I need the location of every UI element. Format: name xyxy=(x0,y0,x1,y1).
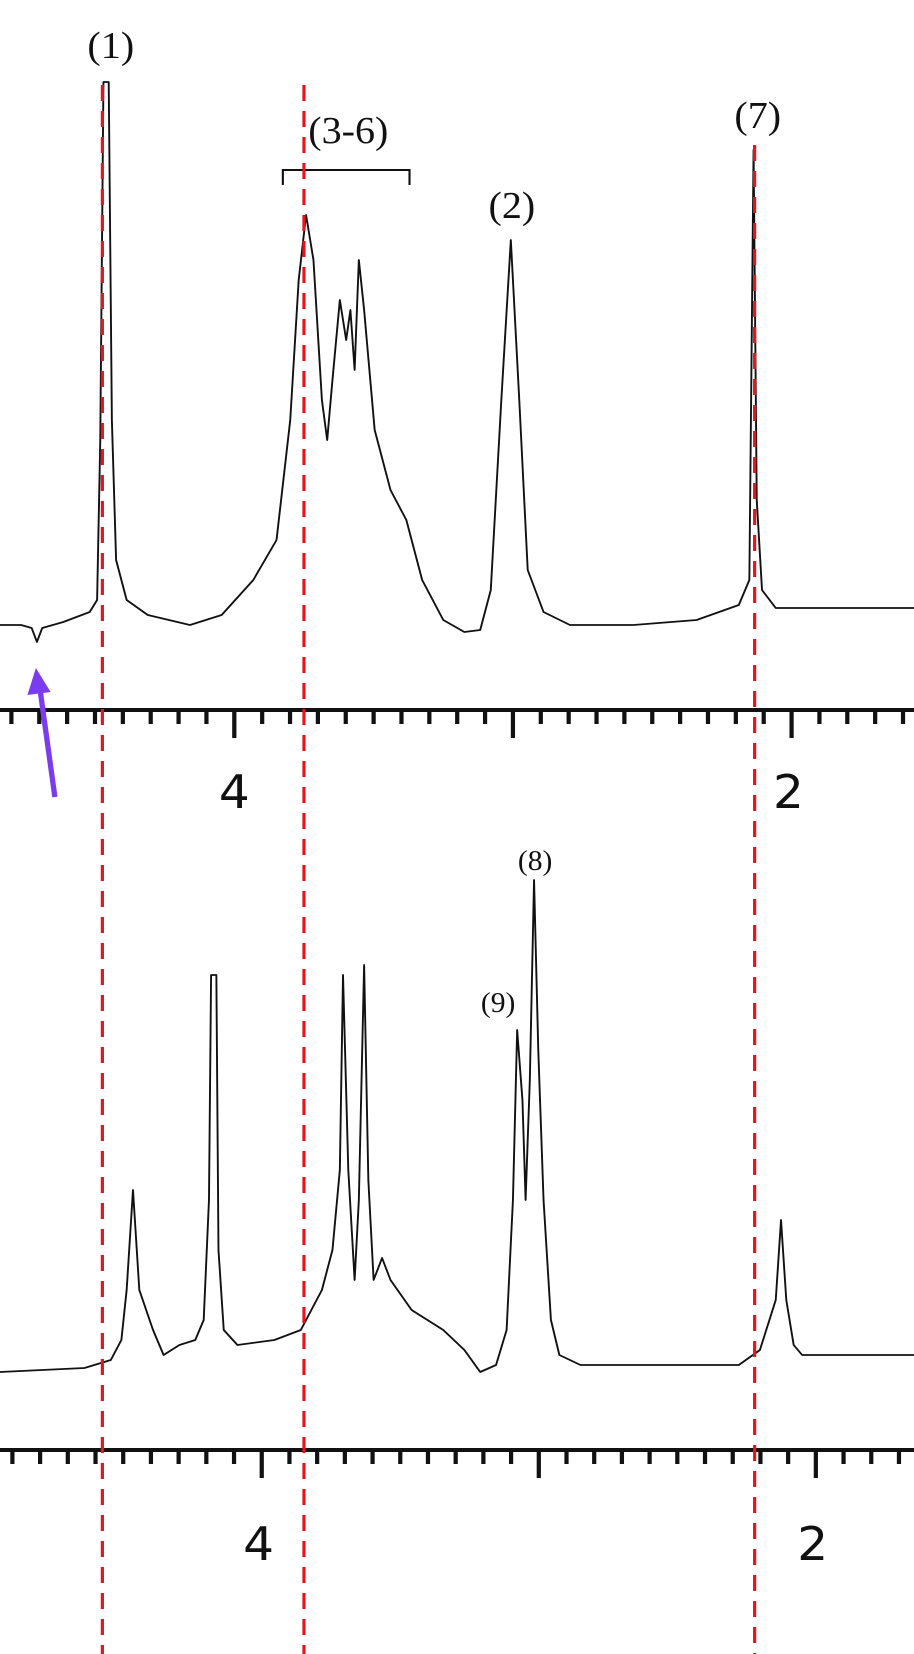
axis-label: 4 xyxy=(219,766,250,819)
tick-marks xyxy=(10,1450,902,1478)
peak-label: (8) xyxy=(518,846,552,877)
axis-label: 4 xyxy=(243,1518,274,1571)
axis-label: 2 xyxy=(773,766,804,819)
top-spectrum-trace xyxy=(0,81,914,643)
peak-label: (1) xyxy=(87,25,134,67)
peak-label: (3-6) xyxy=(308,110,388,152)
peak-label: (2) xyxy=(489,185,536,227)
tick-marks xyxy=(9,710,906,738)
axis-label: 2 xyxy=(797,1518,828,1571)
peak-label: (7) xyxy=(734,95,781,137)
peak-label: (9) xyxy=(481,988,515,1019)
bracket xyxy=(281,169,411,185)
arrow xyxy=(27,668,58,798)
bottom-spectrum-trace xyxy=(0,879,914,1373)
